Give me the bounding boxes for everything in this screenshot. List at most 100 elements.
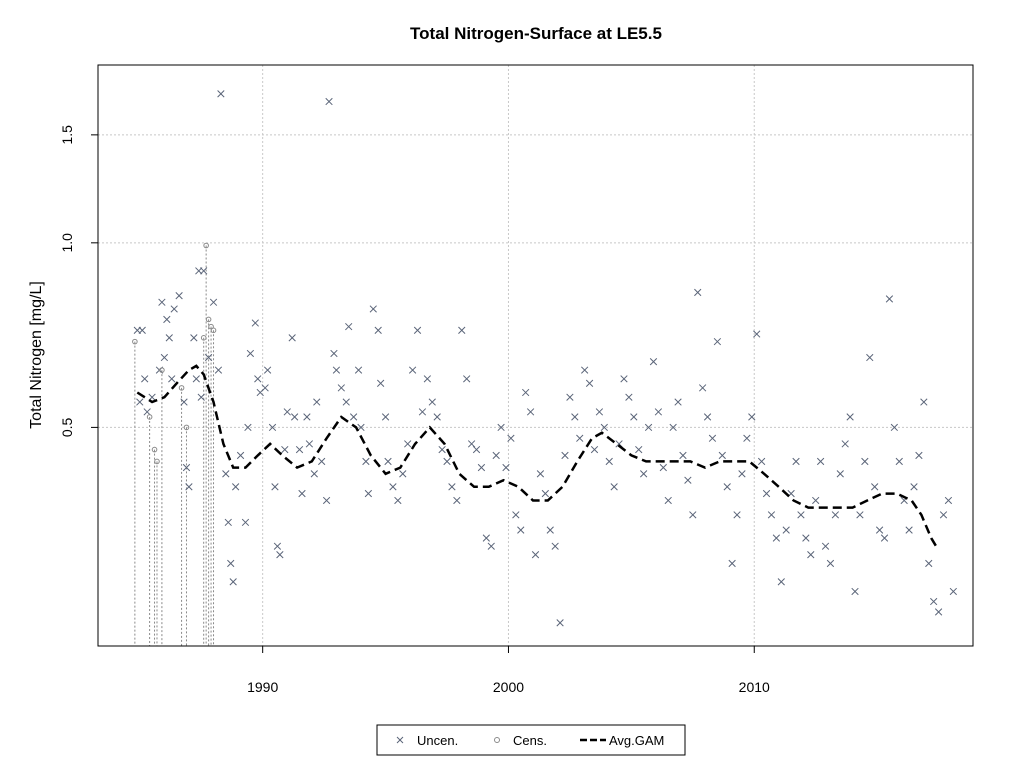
- uncensored-point: [281, 445, 289, 454]
- uncensored-point: [389, 483, 397, 491]
- uncensored-point: [861, 457, 869, 466]
- uncensored-point: [214, 366, 223, 374]
- uncensored-point: [856, 511, 864, 519]
- legend-censored-label: Cens.: [513, 733, 547, 748]
- uncensored-point: [313, 398, 321, 406]
- uncensored-point: [871, 483, 879, 491]
- censored-point: [203, 242, 209, 249]
- uncensored-point: [836, 470, 844, 478]
- uncensored-point: [797, 511, 805, 519]
- uncensored-point: [930, 597, 938, 606]
- uncensored-point: [394, 496, 402, 505]
- uncensored-point: [463, 375, 471, 383]
- uncensored-point: [160, 353, 169, 362]
- legend-uncensored-label: Uncen.: [417, 733, 458, 748]
- uncensored-point: [209, 298, 218, 306]
- uncensored-point: [895, 457, 903, 466]
- uncensored-point: [659, 463, 667, 472]
- uncensored-point: [364, 489, 373, 498]
- uncensored-point: [841, 440, 849, 448]
- uncensored-point: [630, 413, 638, 421]
- uncensored-point: [138, 326, 146, 334]
- uncensored-point: [723, 483, 731, 491]
- chart-title: Total Nitrogen-Surface at LE5.5: [410, 24, 662, 43]
- legend-uncensored-marker: [396, 736, 404, 744]
- uncensored-point: [251, 319, 259, 327]
- censored-point: [210, 327, 217, 334]
- uncensored-point: [585, 379, 594, 387]
- uncensored-point: [399, 470, 407, 478]
- censored-point: [154, 458, 160, 465]
- uncensored-point: [283, 408, 291, 416]
- uncensored-point: [890, 423, 899, 432]
- uncensored-point: [241, 518, 250, 527]
- uncensored-point: [939, 511, 948, 519]
- uncensored-point: [448, 483, 456, 491]
- uncensored-point: [654, 408, 663, 416]
- uncensored-point: [482, 534, 490, 542]
- uncensored-point: [639, 470, 648, 478]
- uncensored-point: [807, 551, 815, 559]
- x-tick-label: 2010: [739, 679, 770, 695]
- uncensored-point: [821, 542, 830, 550]
- uncensored-point: [170, 305, 178, 313]
- uncensored-point: [743, 434, 751, 442]
- uncensored-point: [753, 330, 761, 338]
- uncensored-point: [158, 298, 166, 306]
- uncensored-point: [295, 445, 304, 454]
- censored-point: [151, 446, 158, 453]
- grid-lines: [98, 65, 973, 646]
- uncensored-point: [920, 398, 928, 406]
- uncensored-point: [644, 423, 653, 432]
- uncensored-point: [163, 315, 171, 324]
- uncensored-point: [512, 511, 520, 519]
- uncensored-point: [418, 408, 427, 416]
- uncensored-point: [141, 375, 149, 383]
- censored-points: [132, 242, 217, 465]
- uncensored-point: [866, 353, 874, 362]
- uncensored-point: [531, 551, 540, 559]
- uncensored-point: [492, 451, 500, 460]
- uncensored-point: [846, 413, 854, 421]
- uncensored-point: [136, 398, 144, 406]
- censored-drop-lines: [134, 245, 215, 646]
- uncensored-point: [576, 434, 584, 442]
- uncensored-point: [664, 496, 672, 505]
- uncensored-point: [477, 463, 486, 472]
- uncensored-point: [880, 534, 889, 542]
- plot-frame: [97, 64, 974, 647]
- uncensored-point: [517, 526, 525, 534]
- uncensored-point: [733, 511, 741, 519]
- uncensored-point: [413, 326, 422, 334]
- uncensored-point: [703, 413, 712, 421]
- uncensored-point: [222, 470, 230, 478]
- uncensored-point: [851, 587, 859, 596]
- uncensored-point: [600, 423, 608, 432]
- uncensored-point: [472, 445, 481, 454]
- censored-point: [146, 414, 153, 420]
- uncensored-point: [182, 463, 191, 472]
- legend: Uncen. Cens. Avg.GAM: [376, 724, 686, 756]
- legend-gam-label: Avg.GAM: [609, 733, 664, 748]
- uncensored-point: [581, 366, 589, 374]
- uncensored-point: [357, 423, 365, 432]
- uncensored-point: [298, 489, 306, 498]
- uncensored-point: [561, 451, 569, 460]
- uncensored-point: [826, 559, 835, 568]
- uncensored-point: [268, 423, 277, 432]
- uncensored-point: [536, 470, 545, 478]
- uncensored-point: [694, 288, 702, 297]
- uncensored-point: [497, 423, 505, 432]
- uncensored-point: [669, 423, 677, 432]
- uncensored-point: [325, 97, 333, 106]
- uncensored-point: [885, 295, 894, 303]
- uncensored-point: [620, 375, 628, 383]
- uncensored-point: [467, 440, 476, 448]
- uncensored-point: [322, 496, 331, 505]
- uncensored-point: [792, 457, 800, 466]
- uncensored-point: [374, 326, 382, 334]
- uncensored-point: [349, 413, 358, 421]
- uncensored-point: [433, 413, 441, 421]
- uncensored-point: [635, 445, 643, 454]
